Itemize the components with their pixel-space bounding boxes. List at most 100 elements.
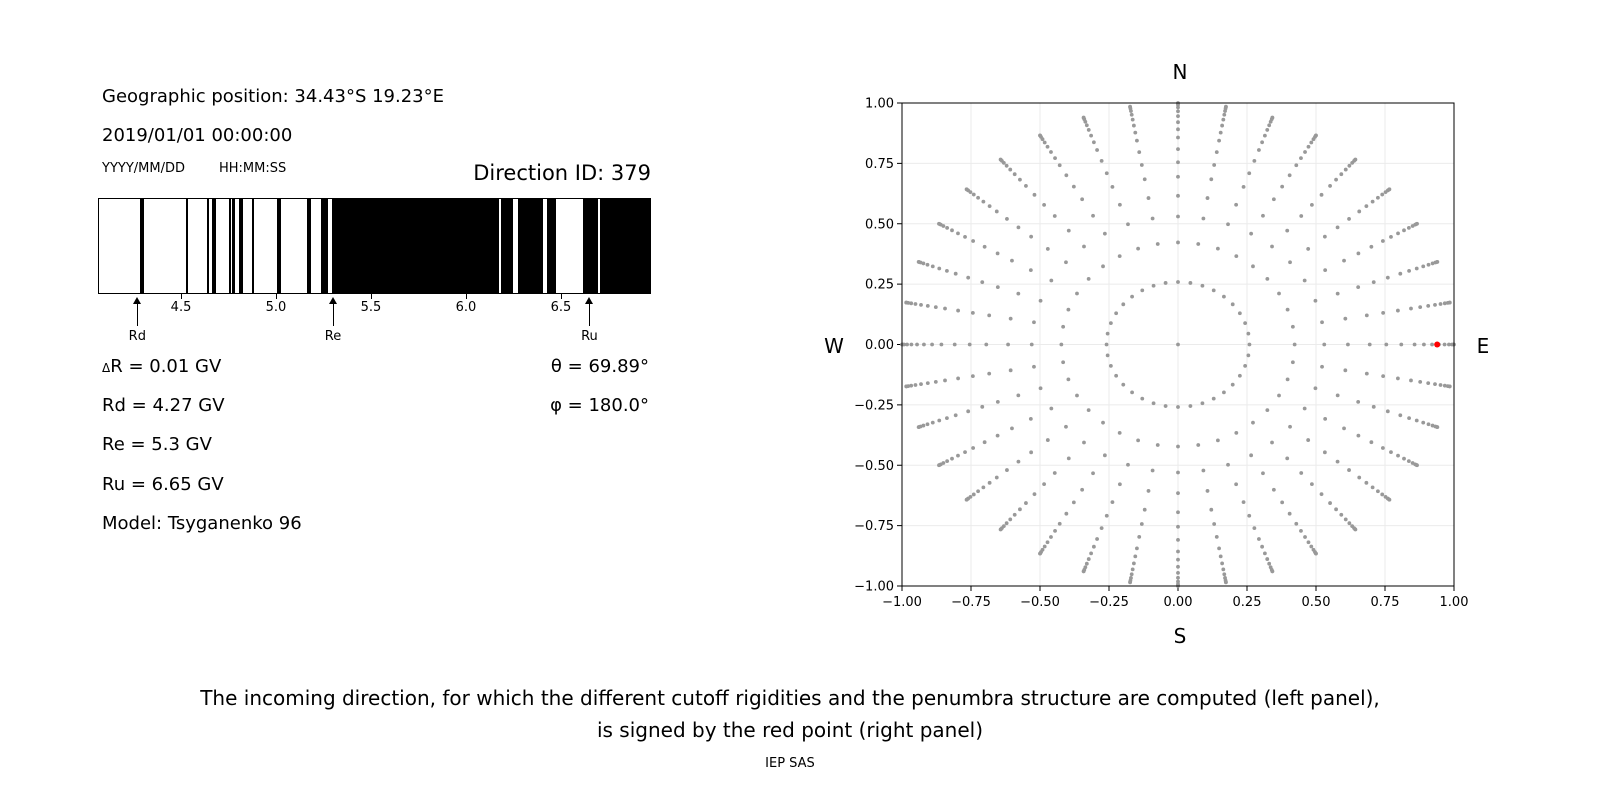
forbidden-band [252,199,255,293]
direction-point [1217,138,1221,143]
direction-point [1265,128,1270,132]
direction-point [1105,353,1110,358]
direction-point [945,416,949,420]
direction-point [998,527,1003,532]
direction-point [1306,540,1311,545]
direction-point [1082,440,1086,445]
direction-point [1018,177,1022,182]
direction-point [1381,310,1386,315]
direction-point [939,342,944,347]
direction-point [953,271,958,276]
direction-point [1230,302,1235,307]
direction-point [987,204,992,209]
direction-point [1426,303,1431,308]
direction-point [1353,527,1358,532]
compass-east: E [1476,334,1490,358]
y-tick-label: 0.75 [865,157,894,172]
caption-line-1: The incoming direction, for which the di… [200,686,1380,710]
direction-point [1335,225,1340,230]
direction-point [1102,231,1107,236]
direction-point [1343,368,1348,373]
direction-point [981,199,986,204]
y-tick-label: −1.00 [854,580,894,595]
direction-point [1176,160,1180,165]
direction-point [1064,173,1069,178]
direction-point [1006,342,1010,347]
direction-point [1421,420,1426,425]
direction-point [1380,239,1385,243]
direction-point [1071,500,1076,505]
direction-point [1029,234,1034,239]
direction-point [1064,424,1068,429]
direction-point [1364,480,1369,485]
direction-point [1221,567,1226,572]
direction-point [1302,406,1307,411]
direction-point [971,492,976,497]
direction-point [1061,360,1066,365]
direction-point [1128,104,1132,109]
direction-point [982,244,987,249]
direction-point [1287,511,1292,516]
direction-point [1045,247,1050,251]
direction-point [1176,193,1180,198]
direction-point [1265,557,1270,561]
x-tick [181,294,183,299]
direction-point [953,413,958,418]
direction-point [1447,342,1451,347]
direction-point [1095,148,1099,152]
direction-point [1270,569,1275,574]
direction-point [1306,144,1311,149]
direction-point [1042,140,1047,145]
direction-point [1091,471,1095,476]
direction-point [1200,401,1205,406]
direction-point [1032,320,1036,325]
direction-point [1433,382,1437,387]
direction-point [1389,450,1393,454]
theta-value: θ = 69.89° [550,356,649,377]
direction-point [1270,440,1274,445]
direction-point [1176,280,1180,284]
direction-point [964,497,969,502]
direction-point [1133,130,1138,135]
direction-point [1010,258,1014,263]
direction-point [1402,456,1406,461]
direction-point [1008,368,1013,373]
direction-point [1176,127,1180,132]
direction-point [971,192,976,197]
direction-point [1012,172,1017,177]
direction-point [1343,517,1348,522]
direction-point [1176,109,1180,114]
direction-point [905,342,909,347]
penumbra-bar [98,198,651,294]
direction-point [1066,228,1071,233]
direction-point [1130,294,1134,299]
direction-point [995,251,1000,256]
direction-point [1389,235,1393,239]
direction-point [1347,468,1351,472]
forbidden-band [332,199,500,293]
direction-point [937,266,942,271]
direction-point [1008,517,1013,522]
x-tick-label: 1.00 [1440,595,1469,610]
direction-point [952,342,957,347]
direction-point [930,420,935,425]
forbidden-band [582,199,599,293]
direction-point [1294,163,1299,168]
direction-point [1347,217,1351,221]
direction-point [1135,546,1139,551]
direction-point [1201,216,1206,221]
direction-point [1226,222,1230,227]
direction-point [1342,258,1346,263]
direction-point [1038,298,1043,303]
direction-point [1356,285,1361,290]
direction-point [1214,150,1219,154]
direction-point [1196,443,1201,447]
direction-point [1196,242,1201,246]
direction-point [1095,537,1099,541]
direction-point [1243,321,1248,326]
direction-point [1415,463,1419,468]
direction-point [1323,416,1328,421]
direction-point [1309,482,1314,487]
direction-point [1005,217,1009,221]
direction-point [1294,521,1299,526]
